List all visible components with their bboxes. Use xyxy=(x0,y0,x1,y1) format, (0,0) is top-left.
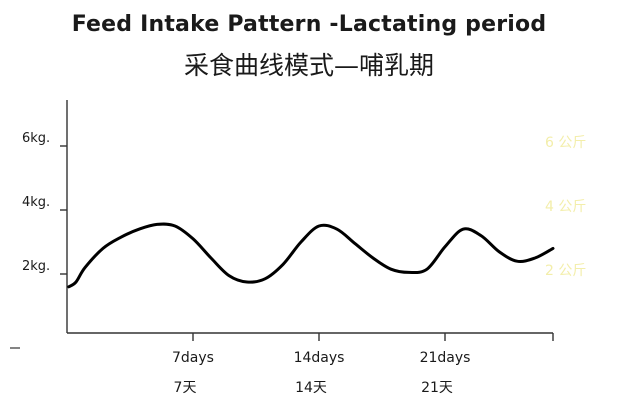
chart-subtitle: 采食曲线模式—哺乳期 xyxy=(183,51,434,80)
y-tick-label: 4kg. xyxy=(22,195,50,210)
x-tick-label: 7days xyxy=(172,350,214,366)
x-tick-label: 14days xyxy=(294,350,345,366)
x-tick-label-cn: 7天 xyxy=(174,380,197,396)
y-tick-label: 6kg. xyxy=(22,131,50,146)
y-tick-label-right: 6 公斤 xyxy=(545,135,586,151)
y-tick-label-right: 4 公斤 xyxy=(545,199,586,215)
feed-intake-line xyxy=(67,222,555,289)
y-tick-label-right: 2 公斤 xyxy=(545,263,586,279)
x-tick-label-cn: 21天 xyxy=(421,380,453,396)
x-tick-label-cn: 14天 xyxy=(295,380,327,396)
y-tick-label: 2kg. xyxy=(22,259,50,274)
x-tick-label: 21days xyxy=(420,350,471,366)
chart-title: Feed Intake Pattern -Lactating period xyxy=(71,12,547,37)
